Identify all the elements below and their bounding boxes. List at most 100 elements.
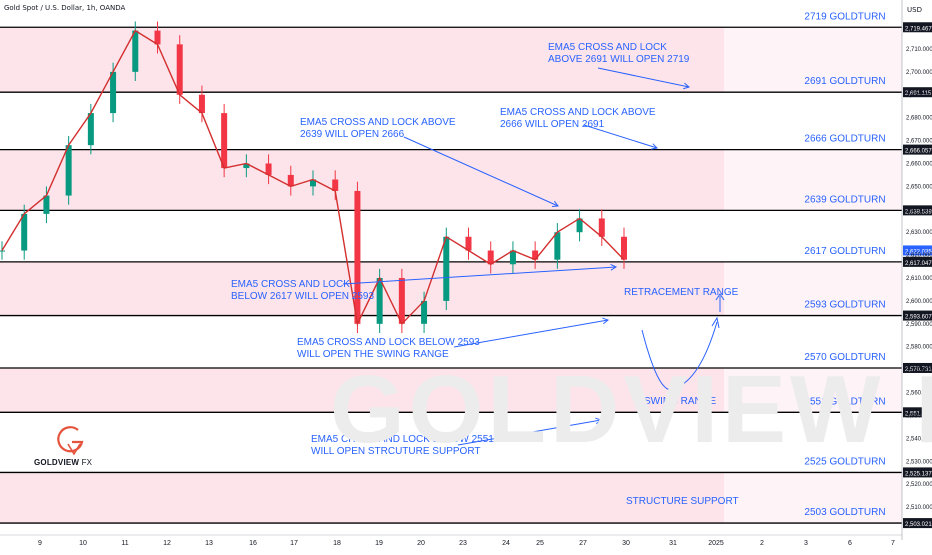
price-tag-text: 2,639.539 xyxy=(905,209,932,215)
x-tick-label: 31 xyxy=(669,540,677,547)
annotation-text: 2639 WILL OPEN 2666 xyxy=(300,129,405,140)
candle-body xyxy=(532,250,539,260)
y-tick-label: 2,510.000 xyxy=(906,505,932,511)
x-tick-label: 19 xyxy=(375,540,383,547)
candle-body xyxy=(65,145,72,196)
candle-body xyxy=(21,213,28,251)
annotation-text: BELOW 2617 WILL OPEN 2593 xyxy=(231,291,374,302)
y-tick-label: 2,670.000 xyxy=(906,139,932,145)
x-tick-label: 17 xyxy=(290,540,298,547)
logo-name: GOLDVIEW FX xyxy=(34,458,92,467)
future-area xyxy=(724,0,902,540)
candle-body xyxy=(310,179,316,187)
candle-body xyxy=(176,44,183,95)
y-tick-label: 2,540.000 xyxy=(906,436,932,442)
arrowhead-icon xyxy=(551,200,559,207)
y-tick-label: 2,580.000 xyxy=(906,345,932,351)
x-tick-label: 13 xyxy=(205,540,213,547)
candle-body xyxy=(621,236,627,260)
arrowhead-icon xyxy=(595,417,603,425)
arrowhead-icon xyxy=(610,264,618,271)
annotation-text: EMA5 CROSS AND LOCK xyxy=(231,279,350,290)
x-tick-label: 18 xyxy=(333,540,341,547)
price-tag-bg xyxy=(903,205,932,216)
ema-line xyxy=(1,29,625,327)
x-tick-label: 12 xyxy=(163,540,171,547)
candle-body xyxy=(87,113,94,146)
price-tag-bg xyxy=(903,256,932,267)
currency-label: USD xyxy=(907,6,922,14)
x-tick-label: 3 xyxy=(804,540,808,547)
x-tick-label: 7 xyxy=(891,540,895,547)
arrowhead-icon xyxy=(715,293,725,301)
price-tag: 2,666.057 xyxy=(903,144,932,155)
annotation-arrow xyxy=(453,319,609,348)
price-tag: 2,719.467 xyxy=(903,22,932,33)
goldturn-label: 2691 GOLDTURN xyxy=(804,76,885,87)
candle-body xyxy=(398,278,405,324)
y-tick-label: 2,560.000 xyxy=(906,391,932,397)
price-tag: 2,525.137 xyxy=(903,467,932,478)
x-tick-label: 2025 xyxy=(708,540,724,547)
candle-body xyxy=(465,236,472,251)
goldturn-label: 2503 GOLDTURN xyxy=(804,507,885,518)
candle-body xyxy=(421,300,428,324)
candle-body xyxy=(110,71,117,114)
candle-body xyxy=(354,190,361,324)
y-tick-label: 2,520.000 xyxy=(906,482,932,488)
price-tag-bg xyxy=(903,144,932,155)
y-tick-label: 2,710.000 xyxy=(906,47,932,53)
zone-label: SWING RANGE xyxy=(644,396,717,407)
x-tick-label: 23 xyxy=(459,540,467,547)
x-tick-label: 6 xyxy=(848,540,852,547)
goldturn-label: 2570 GOLDTURN xyxy=(804,352,885,363)
annotation-text: EMA5 CROSS AND LOCK BELOW 2593 xyxy=(297,337,480,348)
candle-body xyxy=(154,30,161,45)
candle-body xyxy=(332,179,339,191)
candle-body xyxy=(487,250,494,265)
goldturn-label: 2593 GOLDTURN xyxy=(804,300,885,311)
price-tag-bg xyxy=(903,362,932,373)
goldturn-label: 2666 GOLDTURN xyxy=(804,134,885,145)
annotation-arrow xyxy=(342,266,617,285)
price-tag: 2,593.607 xyxy=(903,310,932,321)
price-tag-bg xyxy=(903,310,932,321)
y-tick-label: 2,650.000 xyxy=(906,184,932,190)
arrowhead-icon xyxy=(651,143,658,150)
candle-body xyxy=(598,218,605,237)
y-tick-label: 2,570.000 xyxy=(906,368,932,374)
annotation-text: WILL OPEN STRCUTURE SUPPORT xyxy=(311,446,480,457)
candle-body xyxy=(265,163,272,175)
y-tick-label: 2,690.000 xyxy=(906,93,932,99)
candle-body xyxy=(443,236,450,301)
symbol-header: Gold Spot / U.S. Dollar, 1h, OANDA xyxy=(4,4,126,12)
y-tick-label: 2,640.000 xyxy=(906,207,932,213)
candle-body xyxy=(198,94,205,114)
candle-body xyxy=(43,195,50,214)
candle-body xyxy=(554,232,561,260)
price-tag-bg xyxy=(903,87,932,98)
goldview-logo-icon xyxy=(57,426,84,456)
x-tick-label: 10 xyxy=(79,540,87,547)
candle-body xyxy=(576,218,583,233)
price-tag-text: 2,570.731 xyxy=(905,367,932,373)
goldturn-label: 2525 GOLDTURN xyxy=(804,456,885,467)
x-tick-label: 2 xyxy=(760,540,764,547)
candle-body xyxy=(287,174,294,187)
y-tick-label: 2,700.000 xyxy=(906,70,932,76)
price-tag: 2,617.047 xyxy=(903,256,932,267)
price-tag-bg xyxy=(903,407,932,418)
price-tag-bg xyxy=(903,22,932,33)
candle-body xyxy=(509,250,516,265)
y-tick-label: 2,630.000 xyxy=(906,230,932,236)
current-price-text: 2,622.035 xyxy=(905,249,932,255)
x-tick-label: 25 xyxy=(536,540,544,547)
y-tick-label: 2,620.000 xyxy=(906,253,932,259)
annotation-arrow xyxy=(457,419,602,446)
price-tag: 2,639.539 xyxy=(903,205,932,216)
y-tick-label: 2,680.000 xyxy=(906,116,932,122)
annotation-text: EMA5 CROSS AND LOCK ABOVE xyxy=(500,107,656,118)
annotation-arrow xyxy=(597,67,690,88)
